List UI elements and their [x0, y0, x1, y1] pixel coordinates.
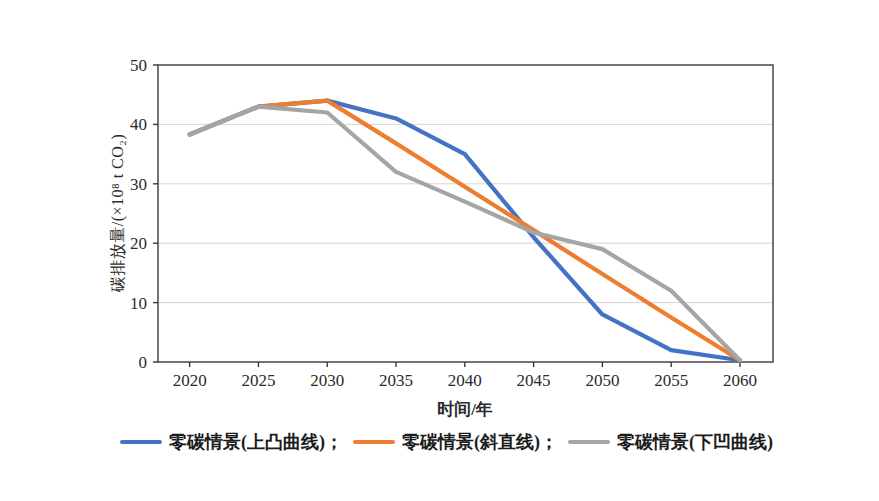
y-tick-label: 20 [130, 234, 147, 253]
legend-swatch-concave-down [568, 440, 610, 444]
chart-container: 2020202520302035204020452050205520600102… [0, 0, 879, 501]
x-axis-title: 时间/年 [437, 398, 493, 421]
y-tick-label: 40 [130, 115, 147, 134]
x-tick-label: 2050 [585, 371, 619, 390]
y-tick-label: 50 [130, 56, 147, 75]
legend: 零碳情景(上凸曲线)； 零碳情景(斜直线)； 零碳情景(下凹曲线) [0, 430, 879, 454]
legend-label-convex-up: 零碳情景(上凸曲线)； [169, 430, 343, 454]
legend-label-straight: 零碳情景(斜直线)； [402, 430, 558, 454]
series-line-convex-up [190, 101, 740, 361]
x-tick-label: 2030 [310, 371, 344, 390]
series-line-straight [190, 101, 740, 361]
x-tick-label: 2035 [379, 371, 413, 390]
legend-item-concave-down: 零碳情景(下凹曲线) [568, 430, 773, 454]
legend-swatch-convex-up [120, 440, 162, 444]
x-tick-label: 2025 [241, 371, 275, 390]
y-axis-title: 碳排放量/(×10⁸ t CO₂) [108, 134, 129, 292]
x-tick-label: 2060 [723, 371, 757, 390]
x-tick-label: 2045 [517, 371, 551, 390]
legend-item-straight: 零碳情景(斜直线)； [353, 430, 558, 454]
y-tick-label: 30 [130, 175, 147, 194]
legend-swatch-straight [353, 440, 395, 444]
plot-area: 2020202520302035204020452050205520600102… [0, 0, 879, 501]
legend-label-concave-down: 零碳情景(下凹曲线) [617, 430, 773, 454]
legend-item-convex-up: 零碳情景(上凸曲线)； [120, 430, 343, 454]
x-tick-label: 2055 [654, 371, 688, 390]
x-tick-label: 2040 [448, 371, 482, 390]
series-line-concave-down [190, 107, 740, 361]
x-tick-label: 2020 [173, 371, 207, 390]
y-tick-label: 0 [139, 353, 148, 372]
y-tick-label: 10 [130, 294, 147, 313]
